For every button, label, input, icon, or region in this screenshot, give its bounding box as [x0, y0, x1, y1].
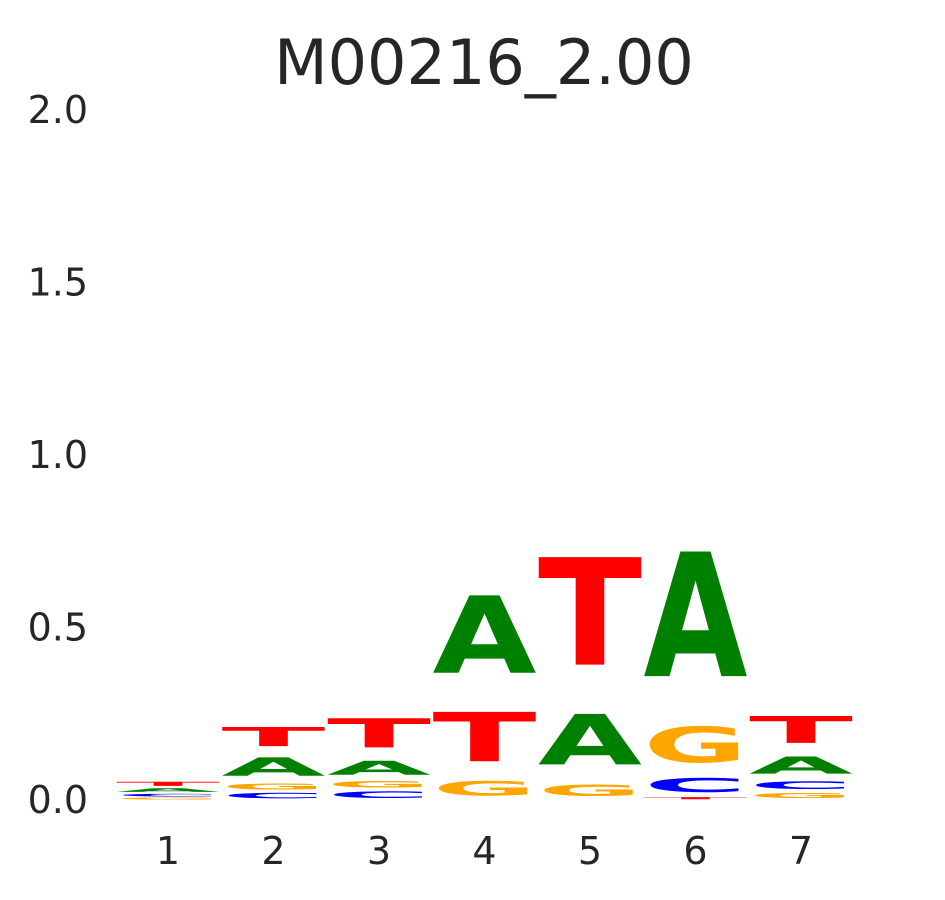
logo-letter-g: G — [433, 778, 537, 800]
logo-letter-t: T — [116, 781, 220, 787]
logo-letter-a: A — [644, 518, 748, 717]
x-tick-label: 7 — [789, 829, 813, 873]
logo-letter-c: C — [644, 774, 748, 796]
logo-letter-c: C — [327, 790, 431, 800]
logo-letter-a: A — [749, 752, 853, 780]
x-axis: 1 2 3 4 5 6 7 — [156, 829, 813, 873]
logo-letter-a: A — [538, 701, 642, 781]
logo-letter-c: C — [749, 779, 853, 791]
logo-letter-g: G — [644, 717, 748, 774]
logo-column: GTA — [433, 575, 537, 801]
y-tick-label: 1.0 — [28, 433, 88, 477]
y-axis: 0.0 0.5 1.0 1.5 2.0 — [28, 88, 88, 822]
logo-letter-t: T — [749, 709, 853, 752]
logo-column: GAT — [538, 529, 642, 800]
x-tick-label: 5 — [578, 829, 602, 873]
logo-letter-c: C — [222, 791, 326, 800]
logo-letter-g: G — [327, 779, 431, 789]
x-tick-label: 3 — [367, 829, 391, 873]
logo-letter-g: G — [538, 781, 642, 800]
logo-letter-t: T — [327, 711, 431, 757]
y-tick-label: 1.5 — [28, 261, 88, 305]
chart-title: M00216_2.00 — [274, 26, 694, 99]
x-tick-label: 6 — [683, 829, 707, 873]
y-tick-label: 2.0 — [28, 88, 88, 132]
logo-letter-a: A — [116, 787, 221, 793]
logo-letter-g: G — [222, 782, 326, 792]
x-tick-label: 4 — [472, 829, 496, 873]
y-tick-label: 0.0 — [28, 778, 88, 822]
logo-letter-t: T — [538, 529, 642, 700]
logo-letter-a: A — [327, 757, 431, 779]
logo-letter-t: T — [644, 797, 748, 800]
logo-letter-g: G — [116, 797, 220, 800]
logo-letter-t: T — [433, 698, 537, 777]
logo-letter-c: C — [116, 793, 220, 797]
x-tick-label: 1 — [156, 829, 180, 873]
x-tick-label: 2 — [261, 829, 285, 873]
logo-letter-a: A — [222, 752, 326, 781]
logo-letter-t: T — [222, 722, 327, 753]
logo-letter-a: A — [433, 575, 537, 699]
logo-letter-g: G — [749, 791, 853, 800]
y-tick-label: 0.5 — [28, 606, 88, 650]
